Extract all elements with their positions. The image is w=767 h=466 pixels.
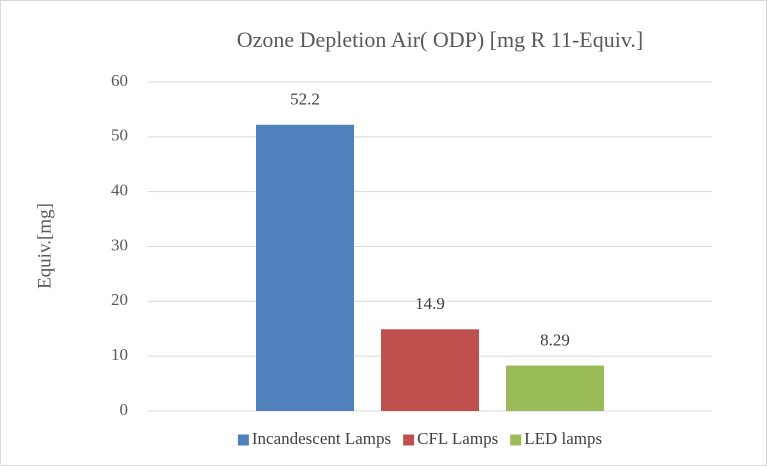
y-tick-label: 20: [111, 290, 128, 309]
chart-title: Ozone Depletion Air( ODP) [mg R 11-Equiv…: [237, 27, 644, 52]
y-tick-label: 10: [111, 345, 128, 364]
y-tick-label: 60: [111, 71, 128, 90]
bar: [256, 124, 354, 412]
value-label: 8.29: [540, 330, 570, 349]
y-tick-label: 0: [120, 400, 129, 419]
legend-swatch: [510, 434, 522, 446]
legend-swatch: [237, 434, 249, 446]
y-tick-label: 40: [111, 181, 128, 200]
legend-label: CFL Lamps: [417, 429, 498, 448]
value-label: 52.2: [290, 90, 320, 109]
bar: [381, 329, 479, 411]
value-label: 14.9: [415, 294, 445, 313]
y-tick-label: 30: [111, 235, 128, 254]
legend-label: LED lamps: [524, 429, 602, 448]
bar: [506, 365, 604, 411]
legend-label: Incandescent Lamps: [252, 429, 391, 448]
legend-swatch: [403, 434, 415, 446]
y-axis-title: Equiv.[mg]: [34, 203, 55, 289]
y-tick-label: 50: [111, 126, 128, 145]
